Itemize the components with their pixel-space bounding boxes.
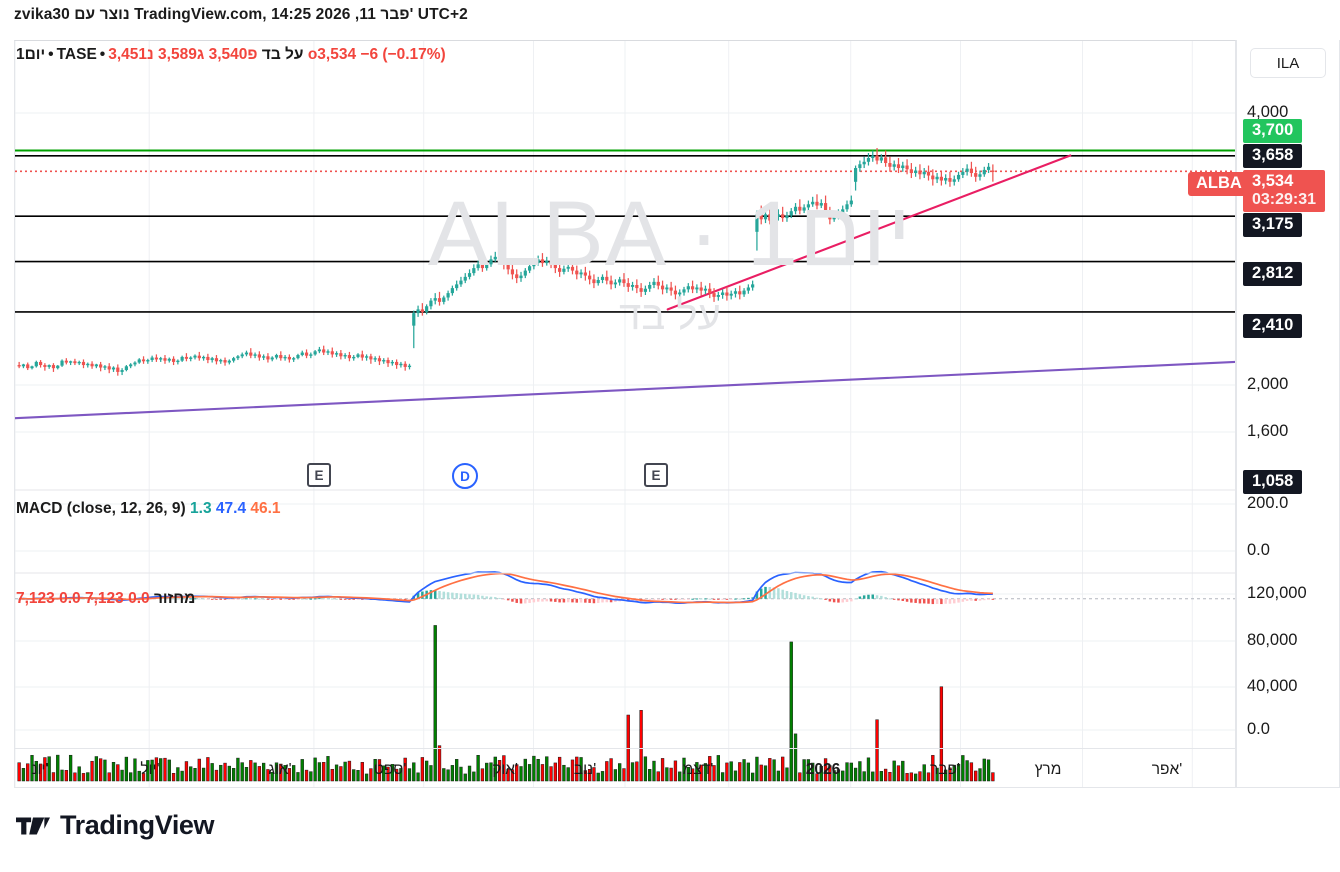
macd-line-value: 47.4 — [215, 500, 247, 517]
legend-high-label: ג — [196, 46, 205, 63]
volume-value-2: 7,123 — [84, 590, 124, 607]
time-tick-label: דצמ' — [682, 761, 714, 778]
price-countdown: 03:29:31 — [1252, 191, 1317, 208]
time-tick-label: אפר' — [1151, 761, 1183, 778]
price-tick: 0.0 — [1247, 720, 1270, 738]
macd-legend[interactable]: MACD (close, 12, 26, 9) 1.3 47.4 46.1 — [16, 500, 281, 518]
chart-frame[interactable] — [14, 40, 1236, 788]
tradingview-logo-icon — [16, 817, 50, 834]
chart-canvas[interactable] — [15, 41, 1235, 787]
chart-caption: zvika30 נוצר עם TradingView.com, 14:25 2… — [14, 6, 468, 23]
price-level-tag: 2,410 — [1243, 314, 1303, 338]
legend-change: −6 (−0.17%) — [360, 46, 446, 63]
legend-high-value: 3,589 — [158, 46, 197, 63]
price-level-tag: 3,175 — [1243, 213, 1303, 237]
event-badge-label: E — [644, 463, 668, 487]
legend-low-value: 3,451 — [108, 46, 148, 63]
time-tick-label: אוג' — [268, 761, 292, 778]
legend-symbol: על בד — [261, 46, 304, 63]
price-tick: 80,000 — [1247, 631, 1298, 649]
tradingview-brand: TradingView — [60, 810, 215, 840]
volume-value-1: 0.0 — [128, 590, 150, 607]
legend-close-value: 3,534 — [317, 46, 357, 63]
legend-close: o3,534 — [308, 46, 356, 63]
time-tick-label: פבר' — [930, 761, 960, 778]
macd-hist-value: 1.3 — [190, 500, 212, 517]
time-tick-label: יול' — [140, 761, 160, 778]
ticker-price-flag: ALBA — [1188, 172, 1250, 196]
price-tick: 120,000 — [1247, 584, 1307, 602]
price-tick: 4,000 — [1247, 103, 1289, 121]
tradingview-footer: TradingView — [16, 810, 215, 841]
time-tick-label: נוב' — [573, 761, 597, 778]
event-badge-label: D — [452, 463, 478, 489]
time-tick-label: יונ' — [31, 761, 49, 778]
legend-high: ג3,589 — [158, 46, 204, 63]
volume-value-3: 0.0 — [59, 590, 81, 607]
legend-exchange: TASE — [56, 46, 97, 63]
event-badge-label: E — [307, 463, 331, 487]
currency-badge[interactable]: ILA — [1250, 48, 1326, 78]
earnings-marker[interactable]: E — [644, 463, 668, 487]
legend-open: פ3,540 — [209, 46, 258, 63]
time-tick-label: ספט' — [373, 761, 407, 778]
price-tick: 1,600 — [1247, 422, 1289, 440]
legend-sep-1: • — [48, 46, 54, 63]
price-tick: 2,000 — [1247, 375, 1289, 393]
dividend-marker[interactable]: D — [452, 463, 478, 489]
time-tick-label: מרץ — [1034, 761, 1062, 778]
time-tick-label: אוק' — [492, 761, 518, 778]
time-tick-label: 2026 — [805, 761, 841, 778]
legend-open-label: פ — [247, 46, 258, 63]
legend-low-label: נ — [147, 46, 154, 63]
price-axis[interactable]: ILA 4,000 3,700 3,658 3,534 03:29:31 3,175 2,8… — [1236, 40, 1340, 788]
macd-name: MACD (close, 12, 26, 9) — [16, 500, 186, 517]
legend-interval: 1יום — [16, 46, 46, 63]
volume-value-4: 7,123 — [16, 590, 55, 607]
price-level-tag: 3,658 — [1243, 144, 1303, 168]
price-level-tag: 3,700 — [1243, 119, 1303, 143]
current-price-tag: 3,534 03:29:31 — [1243, 170, 1326, 212]
macd-signal-value: 46.1 — [250, 500, 281, 517]
price-level-tag: 2,812 — [1243, 262, 1303, 286]
legend-close-label: o — [307, 46, 318, 63]
legend-sep-2: • — [99, 46, 106, 63]
price-tick: 200.0 — [1247, 494, 1289, 512]
volume-legend[interactable]: מחזור 0.0 7,123 0.0 7,123 — [16, 590, 195, 608]
volume-name: מחזור — [153, 590, 196, 607]
price-tick: 0.0 — [1247, 541, 1270, 559]
price-level-tag: 1,058 — [1243, 470, 1303, 494]
time-axis[interactable]: יונ' יול' אוג' ספט' אוק' נוב' דצמ' 2026 פבר' מרץ א… — [14, 748, 1236, 788]
earnings-marker[interactable]: E — [307, 463, 331, 487]
legend-low: נ3,451 — [108, 46, 153, 63]
price-tick: 40,000 — [1247, 677, 1298, 695]
legend-open-value: 3,540 — [208, 46, 248, 63]
symbol-legend[interactable]: 1יום • TASE • על בד פ3,540 ג3,589 נ3,451 o3,… — [16, 46, 446, 64]
